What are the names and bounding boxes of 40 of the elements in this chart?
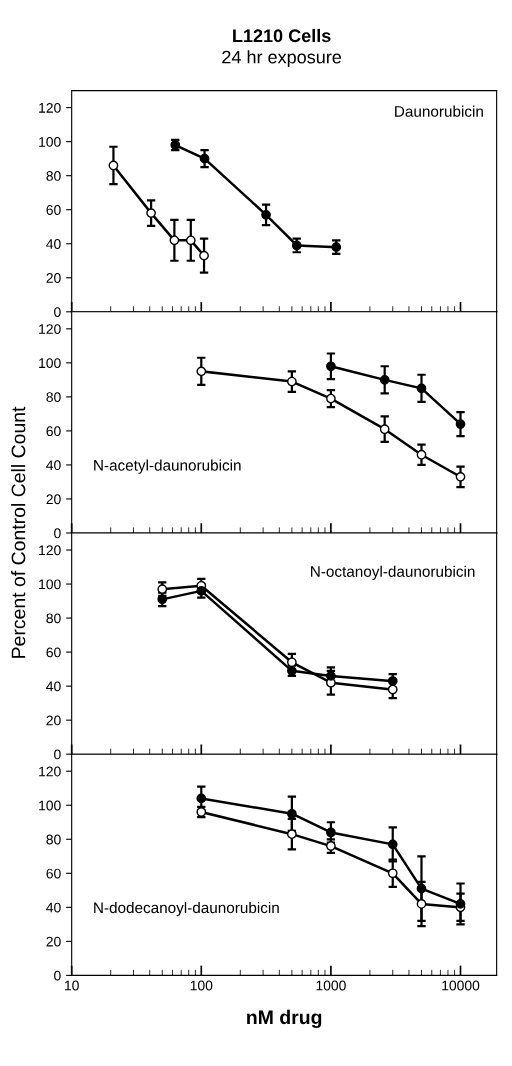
y-tick-label: 120 [39,102,61,113]
y-tick-label: 100 [39,358,61,369]
x-tick-label: 1000 [316,980,346,991]
y-axis-title: Percent of Control Cell Count [11,406,26,658]
y-tick-label: 60 [46,426,61,437]
y-tick-label: 20 [46,936,61,947]
y-tick-label: 120 [39,766,61,777]
y-tick-label: 20 [46,273,61,283]
y-tick-label: 100 [39,579,61,590]
y-tick-label: 120 [39,545,61,556]
y-tick-label: 60 [46,868,61,879]
x-tick-label: 10 [65,980,79,991]
y-tick-label: 0 [54,749,61,760]
y-tick-label: 80 [46,834,61,845]
y-tick-label: 0 [54,528,61,539]
y-tick-label: 0 [54,307,61,317]
y-tick-label: 100 [39,136,61,147]
y-tick-label: 40 [46,239,61,249]
y-tick-label: 80 [46,613,61,624]
y-tick-label: 40 [46,902,61,913]
x-tick-label: 10000 [442,980,480,991]
chart-subtitle: 24 hr exposure [222,50,342,68]
x-axis-title: nM drug [247,1009,322,1029]
y-tick-label: 80 [46,171,61,181]
annotation: Daunorubicin [395,105,483,117]
annotation: N-acetyl-daunorubicin [94,459,241,474]
y-tick-label: 40 [46,681,61,692]
chart-title: L1210 Cells [233,28,331,43]
y-tick-label: 60 [46,647,61,658]
y-tick-label: 80 [46,392,61,403]
y-tick-label: 120 [39,324,61,334]
annotation: N-octanoyl-daunorubicin [311,565,475,580]
y-tick-label: 100 [39,800,61,811]
y-tick-label: 60 [46,205,61,215]
y-tick-label: 0 [54,970,61,981]
y-tick-label: 40 [46,460,61,471]
x-tick-label: 100 [190,980,213,991]
y-tick-label: 20 [46,715,61,726]
annotation: N-dodecanoyl-daunorubicin [94,901,279,917]
y-tick-label: 20 [46,494,61,505]
